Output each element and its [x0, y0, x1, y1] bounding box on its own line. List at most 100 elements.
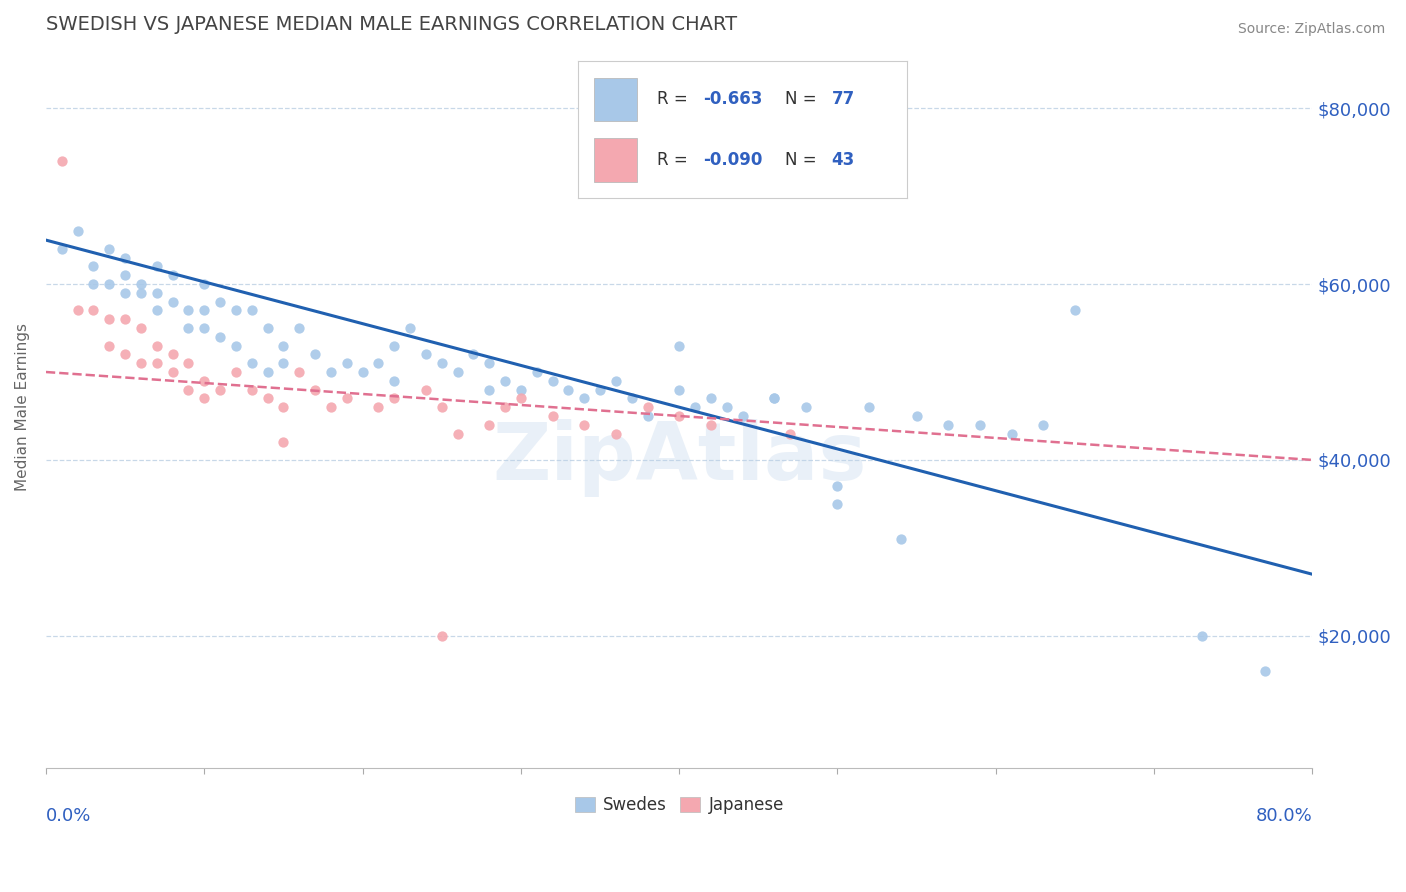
- Text: ZipAtlas: ZipAtlas: [492, 418, 866, 497]
- Point: [430, 356, 453, 370]
- Point: [415, 383, 437, 397]
- Point: [51, 153, 73, 168]
- Point: [273, 400, 295, 414]
- Point: [114, 347, 136, 361]
- Point: [319, 365, 342, 379]
- Text: 0.0%: 0.0%: [46, 807, 91, 825]
- Point: [399, 321, 422, 335]
- Text: 80.0%: 80.0%: [1256, 807, 1312, 825]
- Point: [382, 374, 405, 388]
- Point: [589, 383, 612, 397]
- Point: [193, 303, 215, 318]
- Point: [256, 392, 278, 406]
- Point: [193, 321, 215, 335]
- Point: [430, 400, 453, 414]
- Point: [240, 383, 263, 397]
- Point: [256, 365, 278, 379]
- Point: [668, 338, 690, 352]
- Point: [304, 383, 326, 397]
- Point: [177, 383, 200, 397]
- Point: [146, 338, 169, 352]
- Point: [858, 400, 880, 414]
- Point: [162, 347, 184, 361]
- Point: [82, 260, 104, 274]
- Point: [574, 417, 596, 432]
- Legend: Swedes, Japanese: Swedes, Japanese: [568, 789, 790, 821]
- Point: [114, 251, 136, 265]
- Point: [162, 268, 184, 283]
- Point: [890, 532, 912, 546]
- Point: [668, 409, 690, 423]
- Point: [98, 338, 121, 352]
- Point: [430, 629, 453, 643]
- Point: [541, 409, 564, 423]
- Point: [794, 400, 817, 414]
- Point: [969, 417, 991, 432]
- Point: [240, 356, 263, 370]
- Point: [827, 497, 849, 511]
- Point: [209, 330, 232, 344]
- Point: [193, 392, 215, 406]
- Point: [1000, 426, 1022, 441]
- Point: [256, 321, 278, 335]
- Point: [336, 392, 359, 406]
- Point: [463, 347, 485, 361]
- Point: [225, 303, 247, 318]
- Point: [605, 426, 627, 441]
- Point: [683, 400, 706, 414]
- Point: [526, 365, 548, 379]
- Point: [193, 277, 215, 291]
- Y-axis label: Median Male Earnings: Median Male Earnings: [15, 323, 30, 491]
- Point: [146, 285, 169, 300]
- Point: [415, 347, 437, 361]
- Point: [367, 356, 389, 370]
- Point: [98, 312, 121, 326]
- Point: [129, 285, 152, 300]
- Point: [193, 374, 215, 388]
- Point: [240, 303, 263, 318]
- Point: [114, 285, 136, 300]
- Point: [288, 321, 311, 335]
- Point: [763, 392, 786, 406]
- Point: [557, 383, 579, 397]
- Point: [779, 426, 801, 441]
- Point: [273, 435, 295, 450]
- Point: [605, 374, 627, 388]
- Point: [129, 321, 152, 335]
- Point: [129, 356, 152, 370]
- Point: [98, 242, 121, 256]
- Point: [273, 338, 295, 352]
- Point: [336, 356, 359, 370]
- Point: [637, 400, 659, 414]
- Point: [82, 277, 104, 291]
- Point: [541, 374, 564, 388]
- Point: [763, 392, 786, 406]
- Point: [177, 303, 200, 318]
- Point: [288, 365, 311, 379]
- Point: [225, 338, 247, 352]
- Point: [731, 409, 754, 423]
- Point: [225, 365, 247, 379]
- Point: [478, 417, 501, 432]
- Point: [827, 479, 849, 493]
- Point: [146, 260, 169, 274]
- Point: [146, 356, 169, 370]
- Point: [509, 392, 531, 406]
- Point: [668, 383, 690, 397]
- Point: [936, 417, 959, 432]
- Point: [716, 400, 738, 414]
- Point: [51, 242, 73, 256]
- Point: [367, 400, 389, 414]
- Point: [209, 294, 232, 309]
- Point: [700, 392, 723, 406]
- Point: [620, 392, 643, 406]
- Point: [209, 383, 232, 397]
- Text: Source: ZipAtlas.com: Source: ZipAtlas.com: [1237, 22, 1385, 37]
- Point: [162, 365, 184, 379]
- Point: [82, 303, 104, 318]
- Point: [177, 321, 200, 335]
- Point: [66, 224, 89, 238]
- Text: SWEDISH VS JAPANESE MEDIAN MALE EARNINGS CORRELATION CHART: SWEDISH VS JAPANESE MEDIAN MALE EARNINGS…: [46, 15, 737, 34]
- Point: [1032, 417, 1054, 432]
- Point: [98, 277, 121, 291]
